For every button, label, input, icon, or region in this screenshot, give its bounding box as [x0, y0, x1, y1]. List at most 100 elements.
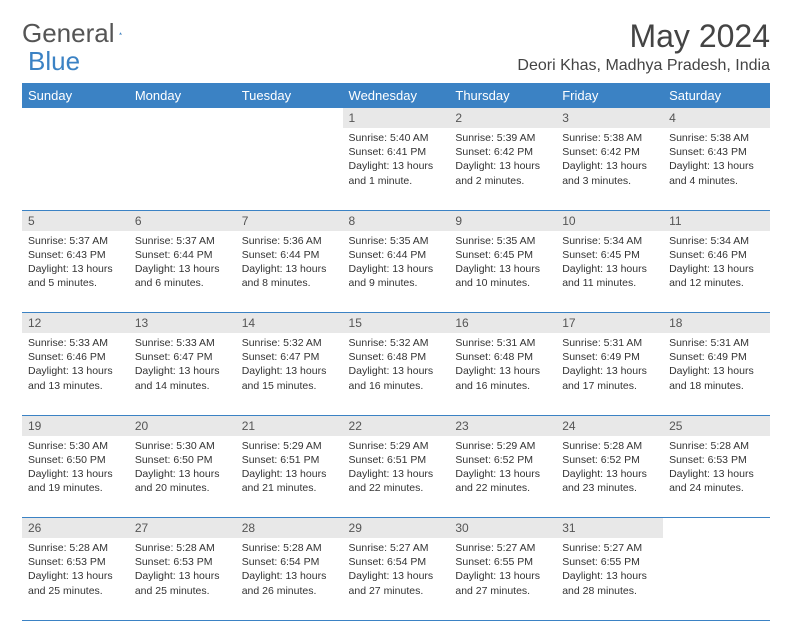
weekday-header: Saturday — [663, 83, 770, 108]
day-line: Daylight: 13 hours — [669, 467, 764, 481]
day-number-cell: 22 — [343, 415, 450, 436]
day-line: Daylight: 13 hours — [135, 262, 230, 276]
day-line: and 15 minutes. — [242, 379, 337, 393]
day-line: and 26 minutes. — [242, 584, 337, 598]
weekday-header: Thursday — [449, 83, 556, 108]
day-number: 21 — [242, 419, 255, 433]
day-number-cell: 11 — [663, 210, 770, 231]
day-cell-content: Sunrise: 5:31 AMSunset: 6:48 PMDaylight:… — [449, 333, 556, 399]
day-cell-content: Sunrise: 5:33 AMSunset: 6:47 PMDaylight:… — [129, 333, 236, 399]
day-line: and 25 minutes. — [135, 584, 230, 598]
day-line: Sunset: 6:42 PM — [455, 145, 550, 159]
day-line: Sunrise: 5:28 AM — [669, 439, 764, 453]
day-line: and 5 minutes. — [28, 276, 123, 290]
month-title: May 2024 — [517, 18, 770, 55]
day-line: Daylight: 13 hours — [669, 262, 764, 276]
calendar-body: 12 34 Sunrise: 5:40 AMSunset: 6:41 PMDayli… — [22, 108, 770, 620]
day-number-cell: 5 — [22, 210, 129, 231]
day-line: Sunrise: 5:30 AM — [28, 439, 123, 453]
day-number-cell: 3 — [556, 108, 663, 128]
day-line: and 27 minutes. — [455, 584, 550, 598]
day-line: Daylight: 13 hours — [28, 262, 123, 276]
day-cell: Sunrise: 5:28 AMSunset: 6:54 PMDaylight:… — [236, 538, 343, 620]
day-number-cell: 6 — [129, 210, 236, 231]
weekday-header: Sunday — [22, 83, 129, 108]
day-cell-content: Sunrise: 5:33 AMSunset: 6:46 PMDaylight:… — [22, 333, 129, 399]
logo-icon — [119, 24, 123, 42]
day-line: Sunrise: 5:37 AM — [28, 234, 123, 248]
day-cell-content: Sunrise: 5:28 AMSunset: 6:53 PMDaylight:… — [663, 436, 770, 502]
day-line: and 17 minutes. — [562, 379, 657, 393]
day-cell-content: Sunrise: 5:28 AMSunset: 6:53 PMDaylight:… — [129, 538, 236, 604]
day-line: Sunset: 6:53 PM — [135, 555, 230, 569]
day-cell: Sunrise: 5:35 AMSunset: 6:45 PMDaylight:… — [449, 231, 556, 313]
day-number: 15 — [349, 316, 362, 330]
day-line: and 21 minutes. — [242, 481, 337, 495]
day-cell — [236, 128, 343, 210]
logo-text-1: General — [22, 18, 115, 49]
day-cell: Sunrise: 5:31 AMSunset: 6:49 PMDaylight:… — [663, 333, 770, 415]
day-number: 4 — [669, 111, 676, 125]
day-cell-content: Sunrise: 5:29 AMSunset: 6:52 PMDaylight:… — [449, 436, 556, 502]
day-cell-content: Sunrise: 5:29 AMSunset: 6:51 PMDaylight:… — [236, 436, 343, 502]
day-number-cell: 28 — [236, 518, 343, 539]
weekday-header-row: Sunday Monday Tuesday Wednesday Thursday… — [22, 83, 770, 108]
day-line: Sunset: 6:55 PM — [455, 555, 550, 569]
day-cell-content: Sunrise: 5:37 AMSunset: 6:43 PMDaylight:… — [22, 231, 129, 297]
day-number: 13 — [135, 316, 148, 330]
day-number-cell: 20 — [129, 415, 236, 436]
day-cell: Sunrise: 5:27 AMSunset: 6:55 PMDaylight:… — [556, 538, 663, 620]
day-line: Daylight: 13 hours — [242, 569, 337, 583]
day-cell-content: Sunrise: 5:35 AMSunset: 6:44 PMDaylight:… — [343, 231, 450, 297]
day-line: Sunset: 6:55 PM — [562, 555, 657, 569]
day-line: Daylight: 13 hours — [455, 159, 550, 173]
day-cell-content: Sunrise: 5:34 AMSunset: 6:45 PMDaylight:… — [556, 231, 663, 297]
day-cell: Sunrise: 5:29 AMSunset: 6:51 PMDaylight:… — [236, 436, 343, 518]
day-cell-content: Sunrise: 5:37 AMSunset: 6:44 PMDaylight:… — [129, 231, 236, 297]
day-line: and 8 minutes. — [242, 276, 337, 290]
day-number: 18 — [669, 316, 682, 330]
day-cell: Sunrise: 5:29 AMSunset: 6:52 PMDaylight:… — [449, 436, 556, 518]
daynum-row: 567891011 — [22, 210, 770, 231]
day-line: Sunset: 6:48 PM — [455, 350, 550, 364]
location: Deori Khas, Madhya Pradesh, India — [517, 57, 770, 75]
day-line: Sunrise: 5:34 AM — [562, 234, 657, 248]
day-cell: Sunrise: 5:30 AMSunset: 6:50 PMDaylight:… — [129, 436, 236, 518]
content-row: Sunrise: 5:37 AMSunset: 6:43 PMDaylight:… — [22, 231, 770, 313]
day-line: and 12 minutes. — [669, 276, 764, 290]
day-cell: Sunrise: 5:38 AMSunset: 6:42 PMDaylight:… — [556, 128, 663, 210]
day-line: and 23 minutes. — [562, 481, 657, 495]
day-number-cell: 2 — [449, 108, 556, 128]
day-line: Daylight: 13 hours — [242, 467, 337, 481]
day-number: 23 — [455, 419, 468, 433]
logo-text-2: Blue — [28, 46, 80, 76]
day-cell: Sunrise: 5:38 AMSunset: 6:43 PMDaylight:… — [663, 128, 770, 210]
day-number: 28 — [242, 521, 255, 535]
content-row: Sunrise: 5:40 AMSunset: 6:41 PMDaylight:… — [22, 128, 770, 210]
day-line: Sunrise: 5:35 AM — [455, 234, 550, 248]
day-number: 16 — [455, 316, 468, 330]
day-line: Sunset: 6:45 PM — [562, 248, 657, 262]
day-line: Sunrise: 5:28 AM — [28, 541, 123, 555]
day-line: Sunset: 6:46 PM — [669, 248, 764, 262]
day-cell-content: Sunrise: 5:27 AMSunset: 6:55 PMDaylight:… — [556, 538, 663, 604]
weekday-header: Wednesday — [343, 83, 450, 108]
day-number: 7 — [242, 214, 249, 228]
day-line: Daylight: 13 hours — [562, 159, 657, 173]
day-number-cell: 9 — [449, 210, 556, 231]
day-number-cell: 12 — [22, 313, 129, 334]
day-line: Sunrise: 5:28 AM — [562, 439, 657, 453]
day-cell: Sunrise: 5:40 AMSunset: 6:41 PMDaylight:… — [343, 128, 450, 210]
day-number-cell: 25 — [663, 415, 770, 436]
day-line: Daylight: 13 hours — [242, 262, 337, 276]
day-number-cell: 16 — [449, 313, 556, 334]
day-line: Sunset: 6:46 PM — [28, 350, 123, 364]
day-line: Sunrise: 5:35 AM — [349, 234, 444, 248]
day-line: and 1 minute. — [349, 174, 444, 188]
day-line: Sunset: 6:50 PM — [135, 453, 230, 467]
day-line: Sunset: 6:41 PM — [349, 145, 444, 159]
day-line: Sunset: 6:54 PM — [242, 555, 337, 569]
day-number-cell: 17 — [556, 313, 663, 334]
day-number: 9 — [455, 214, 462, 228]
day-cell: Sunrise: 5:33 AMSunset: 6:46 PMDaylight:… — [22, 333, 129, 415]
